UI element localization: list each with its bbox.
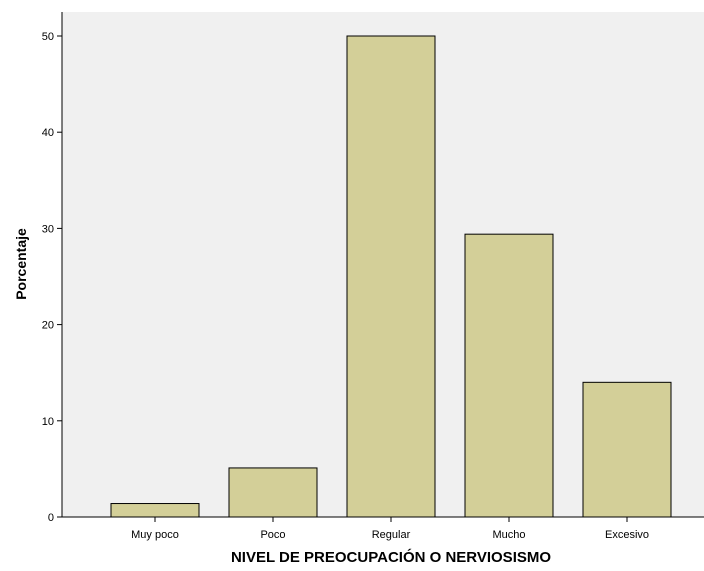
y-tick-label: 10: [42, 416, 54, 428]
bar-poco: [228, 467, 318, 518]
bar-excesivo: [582, 381, 672, 518]
x-tick-label: Excesivo: [605, 529, 649, 541]
x-tick-label: Regular: [372, 529, 411, 541]
x-tick-label: Poco: [260, 529, 285, 541]
y-axis-title: Porcentaje: [13, 228, 29, 300]
y-tick-label: 50: [42, 31, 54, 43]
y-ticks-group: 0 10 20 30 40 50: [42, 31, 62, 524]
x-axis-title: NIVEL DE PREOCUPACIÓN O NERVIOSISMO: [231, 548, 551, 566]
x-tick-label: Muy poco: [131, 529, 179, 541]
bar-mucho: [464, 233, 554, 518]
bars-group: [110, 35, 672, 518]
bar-muy-poco: [110, 503, 200, 518]
x-tick-label: Mucho: [492, 529, 525, 541]
y-tick-label: 20: [42, 320, 54, 332]
x-ticks-group: Muy poco Poco Regular Mucho Excesivo: [131, 517, 649, 541]
y-tick-label: 40: [42, 127, 54, 139]
y-tick-label: 30: [42, 223, 54, 235]
bar-regular: [346, 35, 436, 518]
y-tick-label: 0: [48, 512, 54, 524]
